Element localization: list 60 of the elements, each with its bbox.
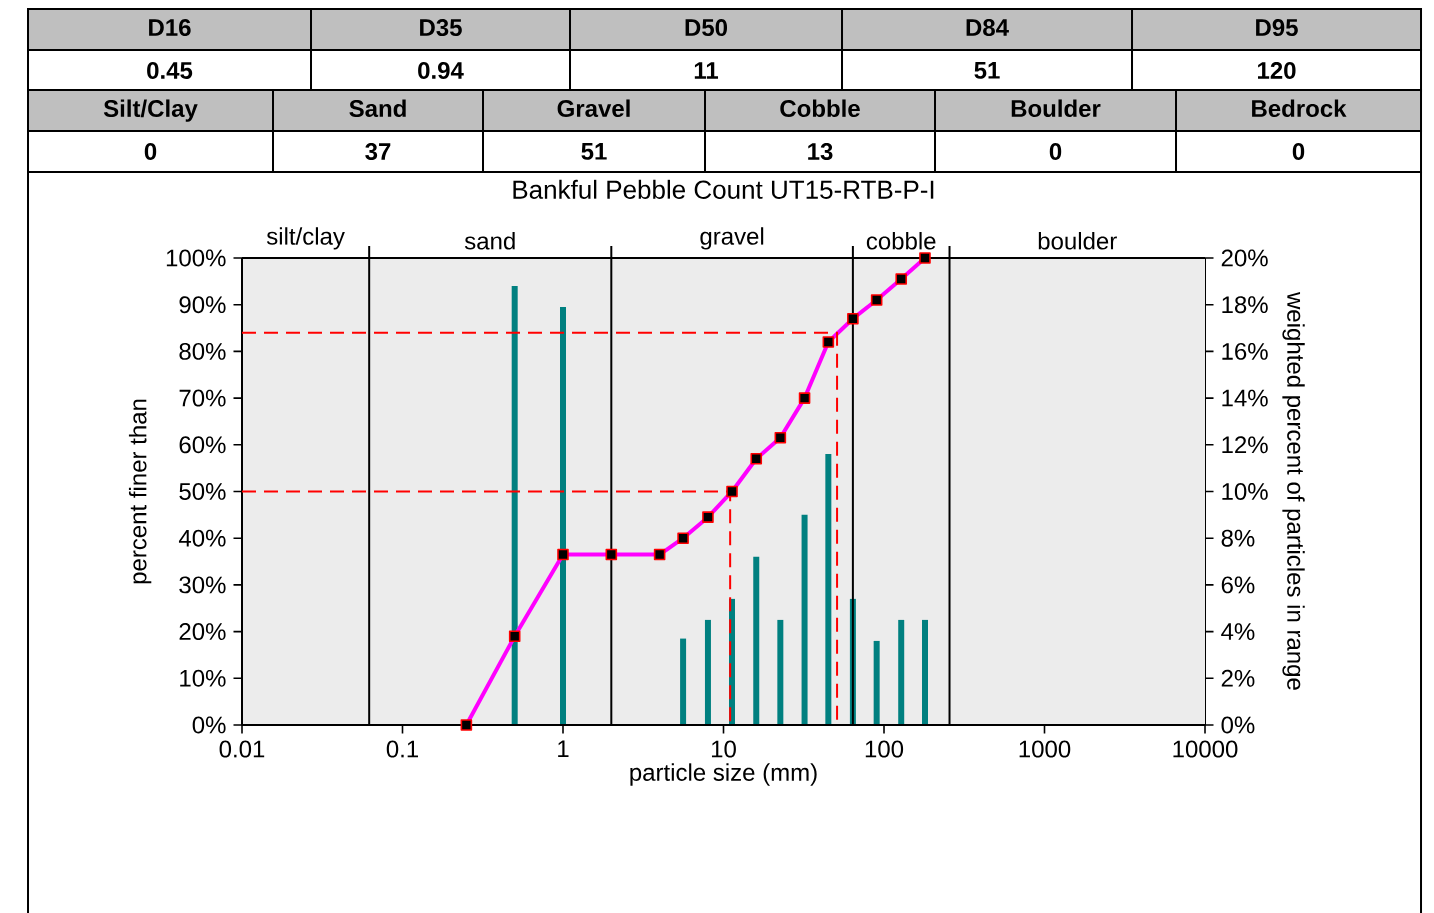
y-tick-label: 40% <box>178 529 226 547</box>
data-label: 51 <box>581 143 607 160</box>
band-label: gravel <box>700 227 764 250</box>
category-label: D35 <box>420 19 462 37</box>
data-label: 0 <box>1292 142 1305 160</box>
x-tick-label: 10 <box>711 740 736 758</box>
y-axis-title: percent finer than <box>128 399 152 584</box>
y2-axis-title: weighted percent of particles in range <box>1282 292 1305 690</box>
y-tick-label: 0% <box>192 716 226 734</box>
y2-tick-label: 18% <box>1222 296 1268 314</box>
y-tick-label: 20% <box>179 623 226 641</box>
category-label: Gravel <box>557 99 630 118</box>
category-label: Boulder <box>1011 99 1101 118</box>
category-label: Cobble <box>780 99 860 118</box>
category-label: D50 <box>685 19 728 37</box>
y2-tick-label: 0% <box>1221 716 1255 734</box>
category-label: D16 <box>149 19 191 37</box>
category-label: Sand <box>349 99 406 118</box>
y-tick-label: 80% <box>179 342 226 360</box>
band-label: cobble <box>866 231 936 250</box>
band-label: silt/clay <box>266 227 345 250</box>
category-label: D84 <box>966 19 1009 37</box>
y2-tick-label: 8% <box>1221 529 1255 547</box>
y-tick-label: 70% <box>179 389 226 407</box>
y-tick-label: 60% <box>179 436 226 454</box>
band-label: sand <box>464 231 515 250</box>
data-label: 11 <box>694 62 719 79</box>
y2-tick-label: 16% <box>1222 342 1268 360</box>
x-tick-label: 100 <box>865 740 904 758</box>
y2-tick-label: 6% <box>1221 576 1255 594</box>
y2-tick-label: 12% <box>1222 436 1268 454</box>
y-tick-label: 50% <box>179 483 226 500</box>
x-axis-title: particle size (mm) <box>630 763 817 786</box>
category-label: Bedrock <box>1252 99 1347 118</box>
y-tick-label: 90% <box>179 296 226 314</box>
data-label: 120 <box>1258 61 1296 79</box>
y2-tick-label: 2% <box>1221 669 1255 687</box>
x-tick-label: 0.01 <box>219 740 265 758</box>
data-label: 37 <box>365 142 391 161</box>
y-tick-label: 30% <box>179 576 226 594</box>
category-label: Silt/Clay <box>103 99 198 122</box>
chart-title: Bankful Pebble Count UT15-RTB-P-I <box>513 179 934 199</box>
data-label: 0.45 <box>147 61 193 79</box>
data-label: 0 <box>1049 142 1062 160</box>
y2-tick-label: 10% <box>1222 483 1268 500</box>
y-tick-label: 10% <box>180 669 226 687</box>
band-label: boulder <box>1038 231 1117 250</box>
data-label: 0 <box>144 142 157 160</box>
data-label: 13 <box>808 142 833 161</box>
data-label: 51 <box>974 62 1000 79</box>
category-label: D95 <box>1256 19 1298 37</box>
y2-tick-label: 14% <box>1222 389 1268 407</box>
data-label: 0.94 <box>418 61 464 79</box>
x-tick-label: 1000 <box>1019 740 1071 758</box>
y-tick-label: 100% <box>166 249 226 267</box>
y2-tick-label: 20% <box>1221 249 1268 267</box>
x-tick-label: 10000 <box>1173 740 1238 758</box>
x-tick-label: 0.1 <box>386 740 419 758</box>
y2-tick-label: 4% <box>1221 623 1255 640</box>
x-tick-label: 1 <box>558 740 569 758</box>
